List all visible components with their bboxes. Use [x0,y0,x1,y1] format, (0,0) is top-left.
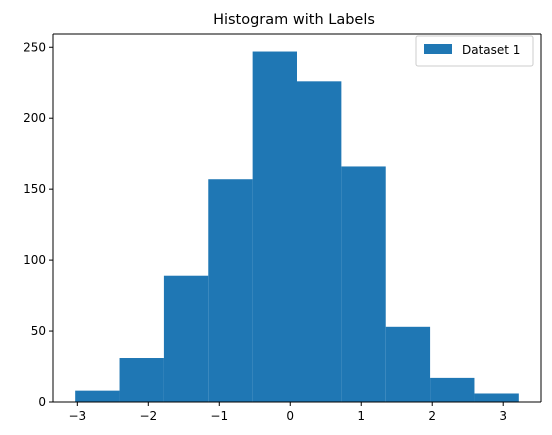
x-tick-label: 2 [428,409,436,423]
y-tick-label: 100 [23,253,46,267]
x-tick-label: 3 [499,409,507,423]
histogram-bar [341,166,386,402]
ticks-layer: −3 −2 −1 0 1 2 3 0 50 100 150 200 250 [23,40,507,423]
histogram-bar [474,393,519,402]
x-tick-label: −1 [210,409,228,423]
x-tick-label: −2 [139,409,157,423]
legend-swatch [424,44,452,54]
x-tick-label: 0 [286,409,294,423]
y-tick-label: 50 [31,324,46,338]
histogram-bar [430,377,475,402]
chart-title: Histogram with Labels [213,12,375,28]
histogram-bar [208,179,253,402]
x-tick-label: 1 [357,409,365,423]
legend-box [415,35,534,67]
axes-layer [52,33,542,403]
x-tick-label: −3 [68,409,86,423]
histogram-bar [119,358,164,402]
bars-layer [75,51,519,403]
legend-label: Dataset 1 [462,43,520,57]
y-tick-label: 200 [23,111,46,125]
y-tick-label: 250 [23,40,46,54]
y-tick-label: 150 [23,182,46,196]
legend: Dataset 1 [415,35,534,67]
histogram-bar [297,81,342,402]
histogram-bar [252,51,297,403]
y-tick-label: 0 [38,395,46,409]
histogram-bar [163,275,209,402]
histogram-bar [75,390,120,402]
histogram-bar [385,326,431,402]
